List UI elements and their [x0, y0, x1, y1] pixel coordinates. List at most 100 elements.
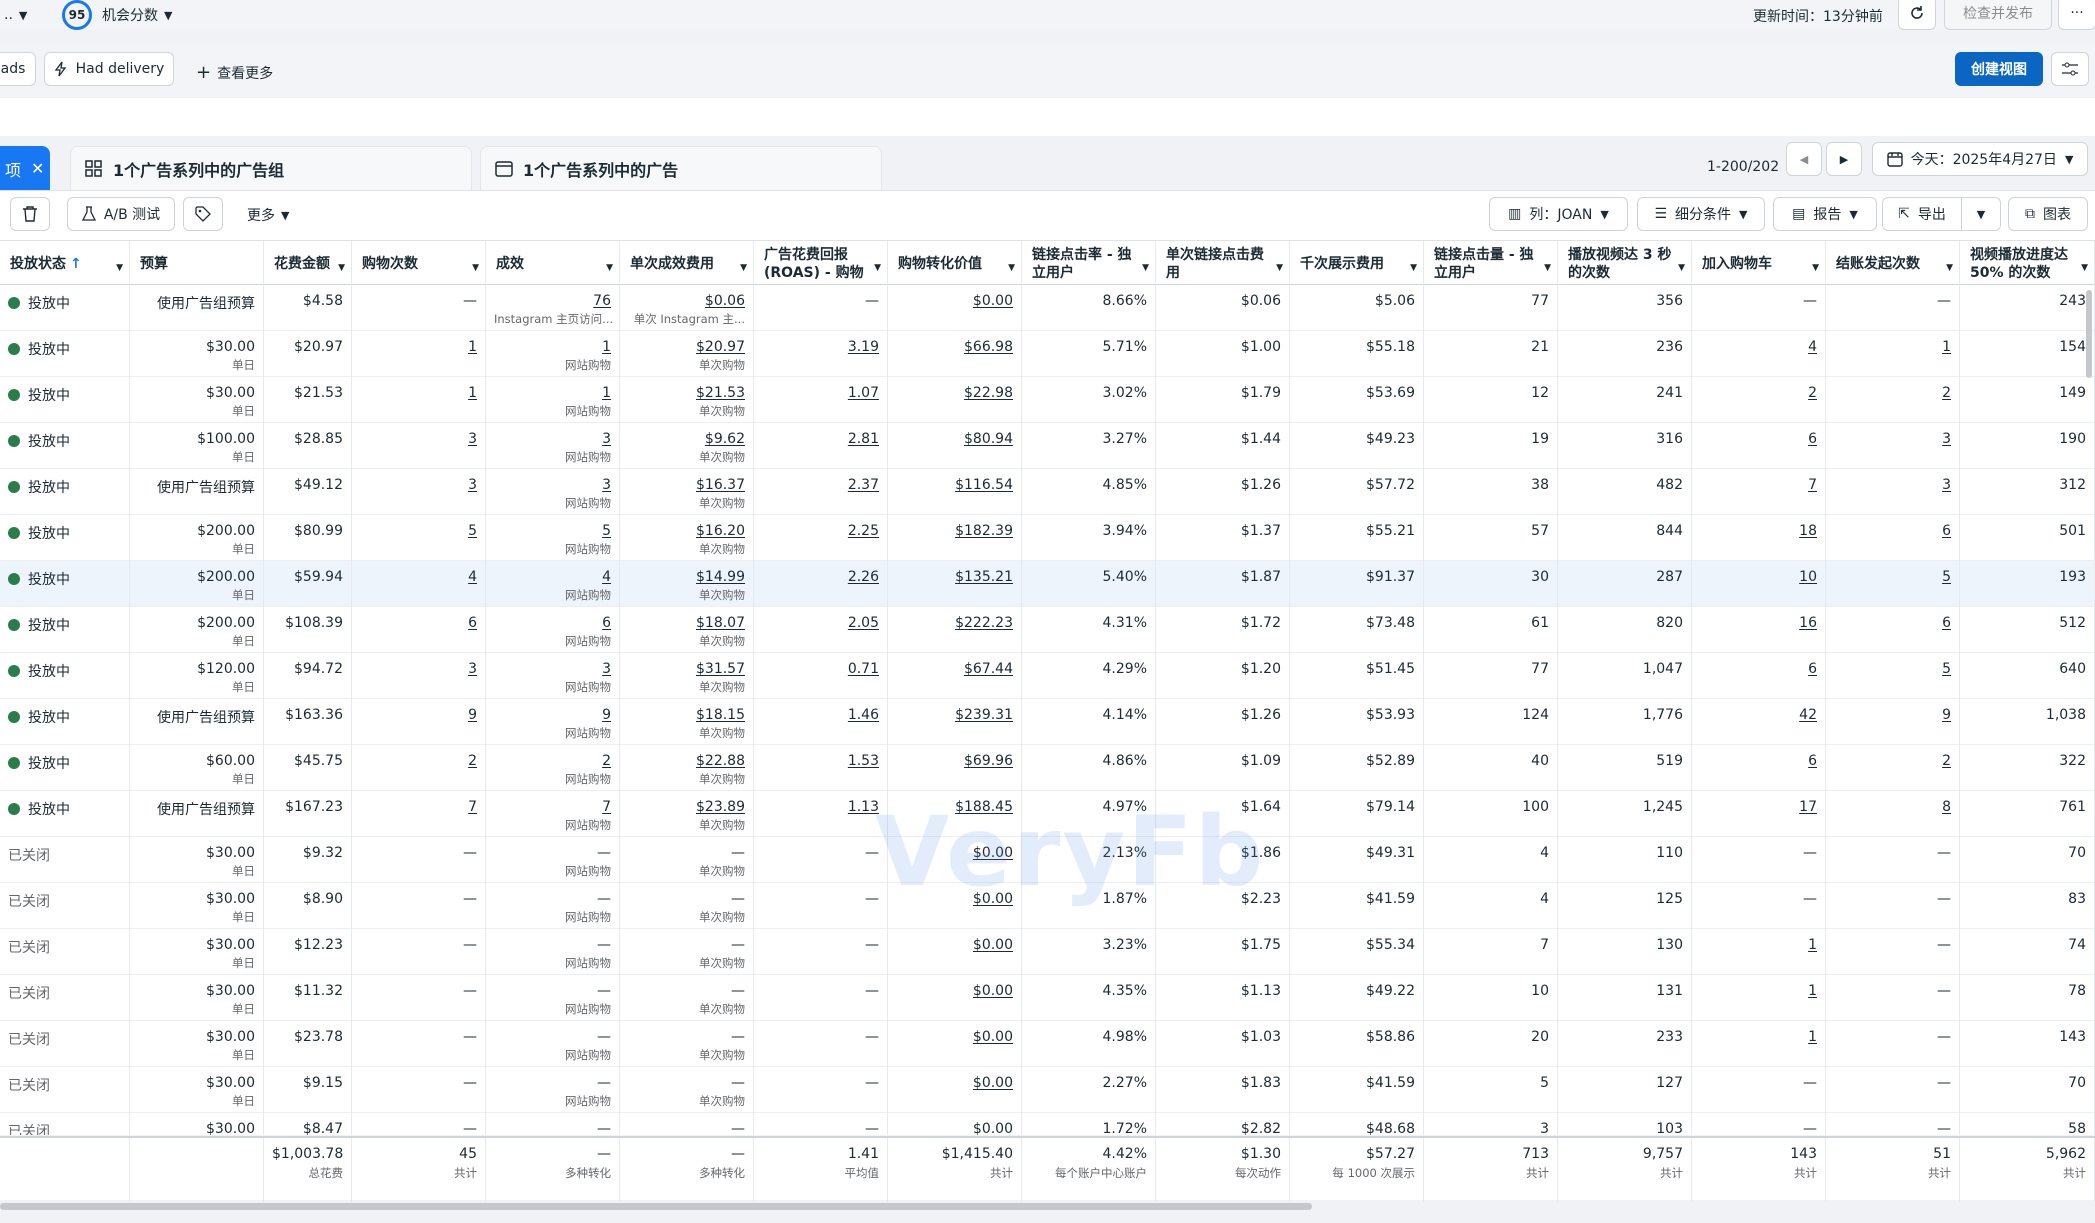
- chevron-down-icon[interactable]: ▼: [740, 263, 747, 273]
- cell-value[interactable]: $0.00: [888, 1021, 1022, 1067]
- cell-value[interactable]: $66.98: [888, 331, 1022, 377]
- column-header-cpr[interactable]: 单次成效费用 ▼: [620, 241, 754, 286]
- cell-value[interactable]: $0.00: [888, 975, 1022, 1021]
- chevron-down-icon[interactable]: ▼: [472, 263, 479, 273]
- cell-value[interactable]: $0.00: [888, 1067, 1022, 1113]
- prev-page-button[interactable]: ◀: [1786, 142, 1822, 176]
- cell-roas[interactable]: 3.19: [754, 331, 888, 377]
- chevron-down-icon[interactable]: ▼: [1410, 263, 1417, 273]
- cell-atc[interactable]: 1: [1692, 929, 1826, 975]
- chevron-down-icon[interactable]: ▼: [1544, 263, 1551, 273]
- column-header-value[interactable]: 购物转化价值 ▼: [888, 241, 1022, 286]
- cell-purchases[interactable]: 1: [352, 377, 486, 423]
- cell-purchases[interactable]: 6: [352, 607, 486, 653]
- cell-atc[interactable]: 6: [1692, 423, 1826, 469]
- cell-value[interactable]: $0.00: [888, 285, 1022, 331]
- cell-purchases[interactable]: 3: [352, 423, 486, 469]
- chevron-down-icon[interactable]: ▼: [1008, 263, 1015, 273]
- column-header-cpc[interactable]: 单次链接点击费用 ▼: [1156, 241, 1290, 286]
- cell-value[interactable]: $188.45: [888, 791, 1022, 837]
- table-row[interactable]: 投放中 $200.00 单日 $80.99 5 5 网站购物 $16.20 单次购物 2.25 $1…: [0, 515, 2095, 561]
- date-picker[interactable]: 今天：2025年4月27日 ▼: [1872, 142, 2088, 176]
- table-row[interactable]: 已关闭 $30.00 单日 $8.90 — — 网站购物 — 单次购物 — $0.00 1.87% $2…: [0, 883, 2095, 929]
- cell-results[interactable]: 2 网站购物: [486, 745, 620, 791]
- cell-results[interactable]: 76 Instagram 主页访问...: [486, 285, 620, 331]
- more-options-button[interactable]: ···: [2058, 0, 2095, 30]
- cell-checkout[interactable]: 5: [1826, 653, 1960, 699]
- cell-value[interactable]: $0.00: [888, 837, 1022, 883]
- cell-checkout[interactable]: 6: [1826, 515, 1960, 561]
- table-row[interactable]: 已关闭 $30.00 $8.47 — — — — $0.00 1.72% $2.82 $48.68 3…: [0, 1113, 2095, 1135]
- cell-atc[interactable]: 16: [1692, 607, 1826, 653]
- cell-results[interactable]: 6 网站购物: [486, 607, 620, 653]
- account-dropdown[interactable]: .. ▼: [4, 7, 28, 23]
- tab-ads[interactable]: 1个广告系列中的广告: [480, 146, 882, 190]
- cell-results[interactable]: 1 网站购物: [486, 377, 620, 423]
- table-row[interactable]: 投放中 $100.00 单日 $28.85 3 3 网站购物 $9.62 单次购物 2.81 $80…: [0, 423, 2095, 469]
- cell-cpr[interactable]: $18.15 单次购物: [620, 699, 754, 745]
- next-page-button[interactable]: ▶: [1826, 142, 1862, 176]
- cell-results[interactable]: 4 网站购物: [486, 561, 620, 607]
- cell-checkout[interactable]: 1: [1826, 331, 1960, 377]
- vertical-scrollbar[interactable]: [2086, 290, 2092, 378]
- column-header-status[interactable]: 投放状态 ↑ ▼: [0, 241, 130, 286]
- cell-value[interactable]: $116.54: [888, 469, 1022, 515]
- cell-value[interactable]: $69.96: [888, 745, 1022, 791]
- cell-results[interactable]: 3 网站购物: [486, 469, 620, 515]
- tag-button[interactable]: [183, 197, 223, 231]
- cell-atc[interactable]: 42: [1692, 699, 1826, 745]
- table-row[interactable]: 投放中 使用广告组预算 $167.23 7 7 网站购物 $23.89 单次购物 1.13 $18…: [0, 791, 2095, 837]
- close-icon[interactable]: ✕: [31, 159, 45, 178]
- refresh-button[interactable]: [1898, 0, 1936, 30]
- cell-value[interactable]: $67.44: [888, 653, 1022, 699]
- cell-cpr[interactable]: $16.37 单次购物: [620, 469, 754, 515]
- cell-roas[interactable]: 2.05: [754, 607, 888, 653]
- more-actions-dropdown[interactable]: 更多 ▼: [247, 205, 289, 225]
- report-button[interactable]: ▤ 报告 ▼: [1773, 197, 1877, 231]
- cell-cpr[interactable]: $21.53 单次购物: [620, 377, 754, 423]
- cell-cpr[interactable]: $22.88 单次购物: [620, 745, 754, 791]
- column-header-cpm[interactable]: 千次展示费用 ▼: [1290, 241, 1424, 286]
- cell-checkout[interactable]: 2: [1826, 377, 1960, 423]
- columns-button[interactable]: ▥ 列：JOAN ▼: [1489, 197, 1628, 231]
- cell-atc[interactable]: 1: [1692, 975, 1826, 1021]
- cell-roas[interactable]: 1.13: [754, 791, 888, 837]
- cell-value[interactable]: $239.31: [888, 699, 1022, 745]
- opportunity-score[interactable]: 95 机会分数 ▼: [62, 0, 172, 30]
- tab-adsets[interactable]: 1个广告系列中的广告组: [70, 146, 472, 190]
- cell-value[interactable]: $22.98: [888, 377, 1022, 423]
- table-row[interactable]: 已关闭 $30.00 单日 $9.32 — — 网站购物 — 单次购物 — $0.00 2.13% $1…: [0, 837, 2095, 883]
- table-row[interactable]: 投放中 $30.00 单日 $21.53 1 1 网站购物 $21.53 单次购物 1.07 $22…: [0, 377, 2095, 423]
- cell-purchases[interactable]: 3: [352, 469, 486, 515]
- cell-checkout[interactable]: 3: [1826, 469, 1960, 515]
- cell-roas[interactable]: 1.46: [754, 699, 888, 745]
- cell-purchases[interactable]: 5: [352, 515, 486, 561]
- cell-roas[interactable]: 2.81: [754, 423, 888, 469]
- column-header-ctr[interactable]: 链接点击率 - 独立用户 ▼: [1022, 241, 1156, 286]
- chevron-down-icon[interactable]: ▼: [1678, 263, 1685, 273]
- create-view-button[interactable]: 创建视图: [1955, 52, 2043, 86]
- cell-roas[interactable]: 1.07: [754, 377, 888, 423]
- column-header-purchases[interactable]: 购物次数 ▼: [352, 241, 486, 286]
- cell-value[interactable]: $0.00: [888, 883, 1022, 929]
- cell-checkout[interactable]: 8: [1826, 791, 1960, 837]
- cell-cpr[interactable]: $0.06 单次 Instagram 主...: [620, 285, 754, 331]
- cell-atc[interactable]: 17: [1692, 791, 1826, 837]
- cell-purchases[interactable]: 2: [352, 745, 486, 791]
- cell-checkout[interactable]: 6: [1826, 607, 1960, 653]
- chevron-down-icon[interactable]: ▼: [1276, 263, 1283, 273]
- cell-results[interactable]: 9 网站购物: [486, 699, 620, 745]
- table-row[interactable]: 投放中 $200.00 单日 $108.39 6 6 网站购物 $18.07 单次购物 2.05 $…: [0, 607, 2095, 653]
- horizontal-scrollbar[interactable]: [0, 1203, 1312, 1210]
- view-more-link[interactable]: + 查看更多: [196, 62, 273, 83]
- column-header-plays[interactable]: 播放视频达 3 秒的次数 ▼: [1558, 241, 1692, 286]
- cell-purchases[interactable]: 3: [352, 653, 486, 699]
- cell-cpr[interactable]: $23.89 单次购物: [620, 791, 754, 837]
- chevron-down-icon[interactable]: ▼: [606, 263, 613, 273]
- cell-results[interactable]: 3 网站购物: [486, 423, 620, 469]
- column-header-spend[interactable]: 花费金额 ▼: [264, 241, 352, 286]
- cell-roas[interactable]: 0.71: [754, 653, 888, 699]
- chevron-down-icon[interactable]: ▼: [874, 263, 881, 273]
- cell-cpr[interactable]: $14.99 单次购物: [620, 561, 754, 607]
- chevron-down-icon[interactable]: ▼: [116, 263, 123, 273]
